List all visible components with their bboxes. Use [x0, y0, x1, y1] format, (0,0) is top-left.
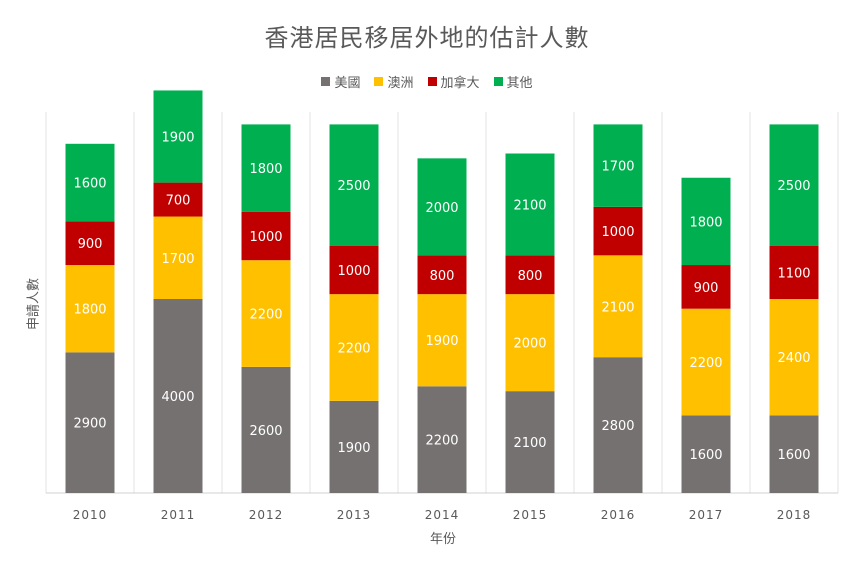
legend-label-canada: 加拿大: [440, 76, 480, 91]
legend-swatch-canada: [427, 77, 437, 86]
data-label: 900: [694, 281, 719, 296]
bar-segment-2016-0: [593, 357, 643, 493]
bar-segment-2013-0: [329, 400, 379, 493]
bar-segment-2016-1: [593, 255, 643, 358]
bar-segment-2017-2: [681, 265, 731, 309]
data-label: 2600: [249, 424, 282, 439]
legend-label-australia: 澳洲: [387, 76, 414, 91]
data-label: 1800: [73, 303, 106, 318]
legend-swatch-usa: [321, 77, 331, 86]
bar-segment-2015-3: [505, 153, 555, 256]
data-label: 1700: [601, 160, 634, 175]
legend-item-canada: 加拿大: [427, 72, 480, 91]
data-label: 800: [430, 269, 455, 284]
data-label: 2500: [337, 179, 370, 194]
data-label: 1900: [425, 334, 458, 349]
bar-segment-2017-0: [681, 415, 731, 493]
data-label: 2100: [513, 198, 546, 213]
x-tick-label: 2010: [73, 508, 108, 522]
data-label: 2200: [337, 342, 370, 357]
bar-segment-2016-2: [593, 206, 643, 256]
data-label: 900: [78, 237, 103, 252]
bar-segment-2014-0: [417, 386, 467, 493]
x-tick-label: 2017: [689, 508, 724, 522]
data-label: 2200: [249, 308, 282, 323]
data-label: 1600: [73, 177, 106, 192]
bar-segment-2010-0: [65, 352, 115, 493]
x-tick-label: 2013: [337, 508, 372, 522]
data-label: 1000: [337, 264, 370, 279]
bar-segment-2011-2: [153, 182, 203, 217]
x-tick-label: 2011: [161, 508, 196, 522]
data-label: 2500: [777, 179, 810, 194]
data-label: 1000: [601, 225, 634, 240]
data-label: 1800: [689, 215, 722, 230]
legend-label-usa: 美國: [334, 76, 361, 91]
data-label: 700: [166, 194, 191, 209]
x-tick-label: 2016: [601, 508, 636, 522]
x-axis-label: 年份: [429, 532, 456, 547]
bar-segment-2013-1: [329, 294, 379, 401]
legend-item-other: 其他: [493, 72, 533, 91]
legend-swatch-australia: [374, 77, 384, 86]
legend-item-australia: 澳洲: [374, 72, 414, 91]
bar-segment-2013-2: [329, 245, 379, 295]
data-label: 1700: [161, 252, 194, 267]
data-label: 2900: [73, 417, 106, 432]
data-label: 1100: [777, 266, 810, 281]
bar-segment-2010-2: [65, 221, 115, 266]
data-label: 1600: [689, 448, 722, 463]
bar-segment-2015-2: [505, 255, 555, 295]
bar-segment-2014-3: [417, 158, 467, 256]
bar-segment-2014-1: [417, 294, 467, 387]
data-label: 2800: [601, 419, 634, 434]
bar-segment-2010-3: [65, 143, 115, 222]
bar-segment-2014-2: [417, 255, 467, 295]
legend-label-other: 其他: [506, 76, 533, 91]
x-tick-label: 2015: [513, 508, 548, 522]
bar-segment-2015-0: [505, 391, 555, 493]
x-tick-label: 2018: [777, 508, 812, 522]
bar-segment-2011-1: [153, 216, 203, 299]
bar-segment-2011-0: [153, 299, 203, 493]
legend-item-usa: 美國: [321, 72, 360, 91]
bar-segment-2012-0: [241, 366, 291, 493]
data-label: 2100: [601, 300, 634, 315]
bar-segment-2012-1: [241, 260, 291, 367]
data-label: 1600: [777, 448, 810, 463]
bar-segment-2012-3: [241, 124, 291, 212]
bar-segment-2018-2: [769, 245, 819, 299]
data-label: 2200: [425, 434, 458, 449]
bar-segment-2017-1: [681, 308, 731, 416]
data-label: 1800: [249, 162, 282, 177]
bar-segment-2013-3: [329, 124, 379, 246]
bar-segment-2012-2: [241, 211, 291, 261]
data-label: 1900: [337, 441, 370, 456]
x-tick-label: 2014: [425, 508, 460, 522]
data-label: 1900: [161, 131, 194, 146]
data-label: 2100: [513, 436, 546, 451]
data-label: 2000: [425, 201, 458, 216]
bar-segment-2018-3: [769, 124, 819, 246]
data-label: 2200: [689, 356, 722, 371]
legend-swatch-other: [493, 77, 503, 86]
legend: 美國 澳洲 加拿大 其他: [0, 72, 854, 91]
bar-segment-2010-1: [65, 265, 115, 353]
bar-segment-2017-3: [681, 177, 731, 266]
data-label: 800: [518, 269, 543, 284]
bar-segment-2016-3: [593, 124, 643, 207]
data-label: 1000: [249, 230, 282, 245]
x-tick-label: 2012: [249, 508, 284, 522]
data-label: 4000: [161, 390, 194, 405]
bar-segment-2011-3: [153, 90, 203, 183]
data-label: 2400: [777, 351, 810, 366]
bar-segment-2018-0: [769, 415, 819, 493]
bar-segment-2018-1: [769, 299, 819, 416]
chart-title: 香港居民移居外地的估計人數: [264, 24, 590, 52]
bar-segment-2015-1: [505, 294, 555, 392]
data-label: 2000: [513, 337, 546, 352]
